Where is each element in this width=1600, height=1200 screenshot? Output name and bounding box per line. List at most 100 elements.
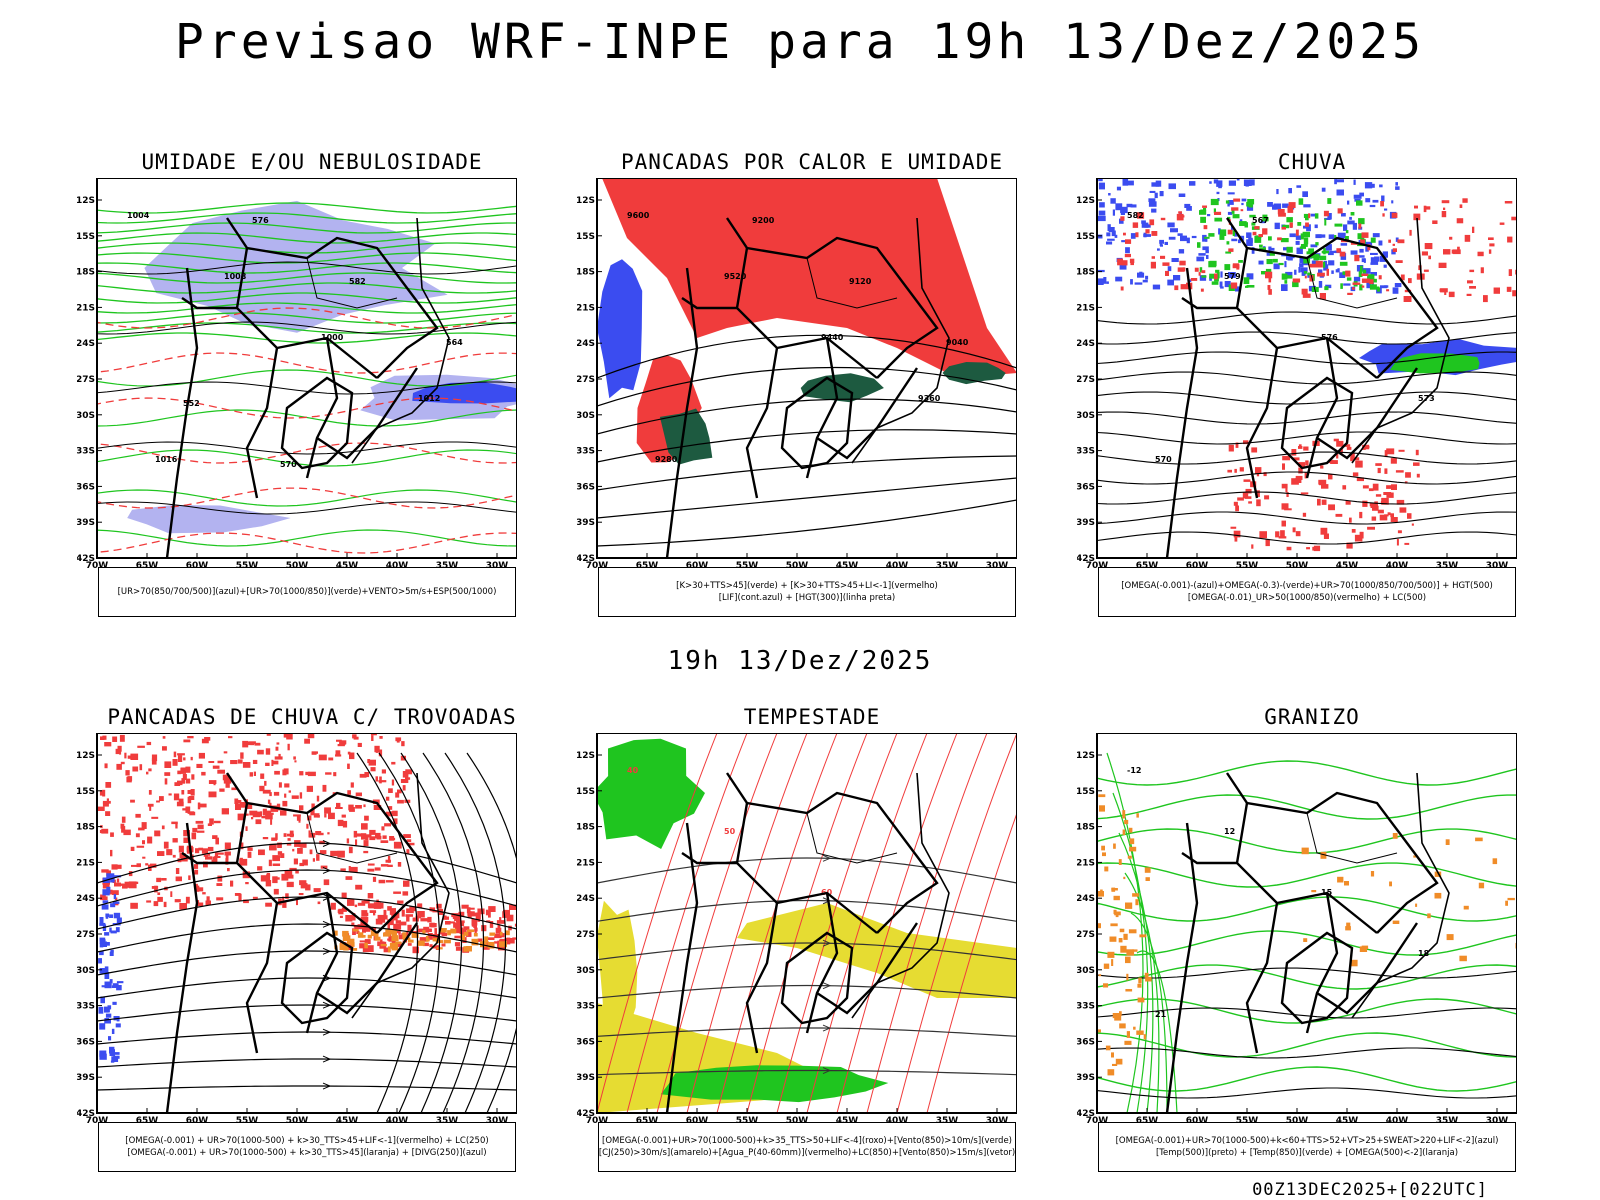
omega-green (1307, 272, 1312, 276)
temp-850-contour (1118, 832, 1154, 1113)
omega-green (1208, 233, 1215, 237)
instability-area (602, 178, 1017, 378)
omega-red-ur (1405, 472, 1411, 478)
flow-arrow (322, 1055, 332, 1063)
thunderstorm-red (403, 880, 410, 887)
omega-blue (1391, 200, 1394, 204)
omega-red-ur (1292, 278, 1301, 283)
omega-green (1245, 285, 1249, 288)
lon-tick-label: 65W (1136, 1116, 1159, 1126)
height-300-contour (597, 398, 1017, 435)
thunderstorm-red (216, 852, 224, 855)
lon-tick-label: 35W (1436, 561, 1459, 571)
omega-500-orange (1505, 900, 1508, 906)
thunderstorm-red (179, 903, 187, 910)
thunderstorm-red (119, 734, 125, 742)
thunderstorm-red (217, 769, 225, 774)
thunderstorm-red (361, 912, 369, 916)
omega-blue (1115, 276, 1123, 282)
thunderstorm-red (174, 899, 181, 903)
thunderstorm-red (365, 835, 369, 841)
omega-blue (1370, 262, 1379, 265)
omega-blue (1364, 241, 1373, 246)
omega-green (1251, 222, 1256, 226)
thunderstorm-red (461, 904, 469, 909)
thunderstorm-red (254, 742, 261, 746)
thunderstorm-orange (391, 935, 399, 942)
omega-red-ur (1120, 216, 1125, 221)
omega-red-ur (1499, 222, 1505, 225)
omega-blue (1168, 183, 1176, 190)
lat-tick-label: 27S (77, 375, 95, 385)
thunderstorm-red (390, 837, 396, 841)
thunderstorm-red (137, 745, 145, 748)
omega-500-orange (1097, 923, 1101, 929)
omega-blue (1347, 200, 1350, 205)
thunderstorm-red (259, 811, 262, 817)
thunderstorm-red (150, 863, 157, 868)
omega-red-ur (1387, 512, 1391, 516)
thunderstorm-red (364, 772, 370, 778)
omega-red-ur (1117, 258, 1123, 266)
lat-tick-label: 18S (577, 268, 595, 278)
thunderstorm-red (384, 823, 392, 827)
thunderstorm-red (282, 902, 287, 908)
thunderstorm-red (239, 858, 248, 866)
thunderstorm-red (305, 884, 311, 891)
omega-green (1199, 210, 1207, 215)
omega-red-ur (1441, 211, 1447, 218)
thunderstorm-red (255, 819, 262, 825)
omega-blue (1180, 235, 1187, 242)
omega-500-orange (1128, 827, 1133, 833)
omega-red-ur (1263, 472, 1267, 477)
legend-line: [Temp(500)](preto) + [Temp(850)](verde) … (1155, 1148, 1459, 1158)
thunderstorm-red (389, 811, 396, 814)
omega-green (1323, 248, 1326, 255)
omega-red-ur (1392, 243, 1395, 246)
omega-green (1197, 242, 1201, 248)
thunderstorm-red (245, 882, 249, 885)
thunderstorm-orange (408, 939, 414, 943)
thunderstorm-red (208, 761, 215, 763)
thunderstorm-orange (351, 948, 358, 951)
thunderstorm-red (102, 802, 109, 807)
divergence-250 (116, 985, 122, 991)
omega-blue (1285, 271, 1293, 278)
omega-blue (1372, 233, 1380, 238)
divergence-250 (111, 1028, 115, 1034)
thunderstorm-red (242, 740, 249, 748)
omega-red-ur (1252, 231, 1257, 236)
lat-tick-label: 33S (577, 1002, 595, 1012)
omega-green (1268, 236, 1272, 241)
omega-red-ur (1302, 512, 1307, 517)
thunderstorm-orange (440, 928, 447, 933)
thunderstorm-red (151, 754, 158, 762)
temp-500-contour (1097, 1007, 1517, 1019)
thunderstorm-red (138, 827, 145, 831)
temp-500-contour (1097, 1087, 1517, 1099)
legend-line: [UR>70(850/700/500)](azul)+[UR>70(1000/8… (117, 587, 497, 597)
thunderstorm-red (194, 883, 198, 889)
omega-500-orange (1124, 1040, 1132, 1045)
omega-blue (1273, 203, 1282, 210)
divergence-250 (109, 951, 114, 956)
omega-red-ur (1254, 226, 1260, 230)
height-500-contour (1097, 411, 1517, 425)
omega-red-ur (1292, 527, 1296, 533)
lat-tick-label: 12S (77, 751, 95, 761)
omega-blue (1209, 181, 1212, 184)
omega-blue (1125, 247, 1130, 254)
lat-tick-label: 24S (577, 339, 595, 349)
thunderstorm-red (183, 739, 191, 743)
thunderstorm-red (352, 928, 356, 935)
omega-blue (1294, 269, 1297, 275)
panel-pancadas-calor: PANCADAS POR CALOR E UMIDADE 9600 9520 9440… (577, 150, 1027, 617)
thunderstorm-red (188, 796, 195, 800)
humidity-low-levels-contour (97, 232, 517, 244)
thunderstorm-red (264, 780, 267, 786)
omega-red-ur (1251, 447, 1258, 453)
thunderstorm-red (258, 849, 265, 856)
lat-tick-label: 30S (77, 411, 95, 421)
omega-red-ur (1352, 472, 1359, 477)
divergence-250 (103, 941, 107, 947)
